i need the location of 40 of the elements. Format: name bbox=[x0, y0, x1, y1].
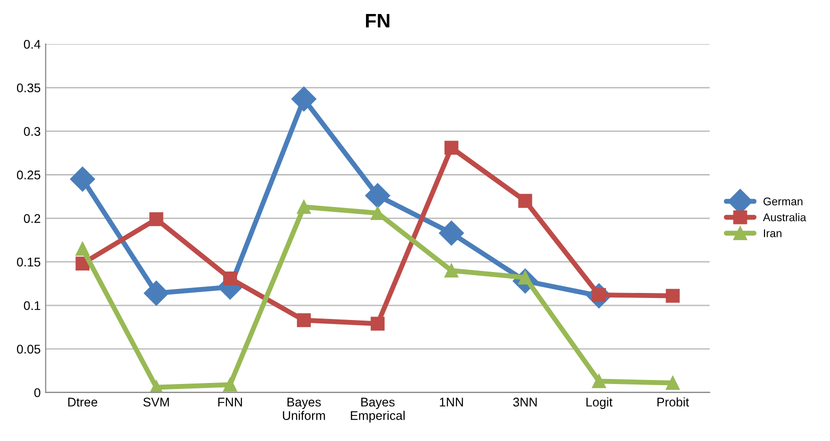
point bbox=[444, 264, 458, 278]
point bbox=[518, 194, 532, 208]
legend-label: Iran bbox=[764, 229, 782, 238]
point bbox=[144, 280, 169, 306]
x-tick-label: SVM bbox=[143, 398, 169, 407]
x-tick-label: Probit bbox=[657, 397, 689, 407]
x-tick-label: Bayes Uniform bbox=[282, 398, 325, 420]
x-tick-label: 1NN bbox=[440, 398, 463, 406]
point bbox=[666, 288, 680, 303]
y-tick-label: 0.25 bbox=[16, 170, 40, 180]
x-tick-label: Bayes Emperical bbox=[350, 398, 405, 422]
point bbox=[296, 200, 311, 214]
x-tick-label: Dtree bbox=[68, 398, 98, 407]
point bbox=[296, 313, 311, 328]
point bbox=[70, 166, 96, 192]
point bbox=[223, 271, 238, 286]
y-tick-label: 0.4 bbox=[24, 40, 40, 49]
point bbox=[592, 374, 606, 388]
point bbox=[223, 378, 238, 392]
point bbox=[365, 183, 390, 208]
point bbox=[444, 140, 458, 155]
y-tick-label: 0.2 bbox=[24, 214, 40, 223]
y-tick-label: 0 bbox=[34, 388, 40, 398]
point bbox=[370, 316, 385, 331]
y-tick-label: 0.35 bbox=[16, 83, 40, 92]
point bbox=[149, 212, 164, 226]
x-tick-label: 3NN bbox=[513, 398, 537, 407]
x-tick-label: Logit bbox=[586, 397, 612, 410]
point bbox=[666, 376, 680, 390]
point bbox=[291, 86, 316, 112]
y-tick-label: 0.05 bbox=[16, 344, 40, 354]
point bbox=[76, 242, 90, 256]
y-tick-label: 0.15 bbox=[16, 258, 40, 266]
legend-label: Australia bbox=[762, 213, 806, 222]
legend-label: German bbox=[764, 197, 802, 206]
y-tick-label: 0.3 bbox=[24, 127, 40, 136]
x-tick-label: FNN bbox=[218, 398, 242, 406]
chart-title: FN bbox=[366, 14, 390, 28]
y-tick-label: 0.1 bbox=[24, 301, 40, 310]
point bbox=[438, 220, 464, 246]
